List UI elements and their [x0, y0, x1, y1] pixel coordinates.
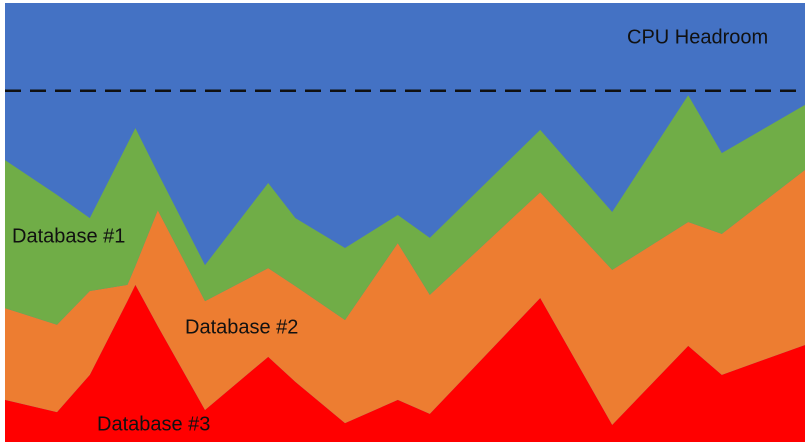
series-label: Database #1	[12, 225, 125, 247]
series-label: Database #2	[185, 316, 298, 338]
area	[5, 95, 805, 325]
area	[5, 284, 805, 442]
area	[5, 169, 805, 425]
series-label: Database #3	[97, 413, 210, 435]
headroom-label: CPU Headroom	[627, 26, 768, 48]
